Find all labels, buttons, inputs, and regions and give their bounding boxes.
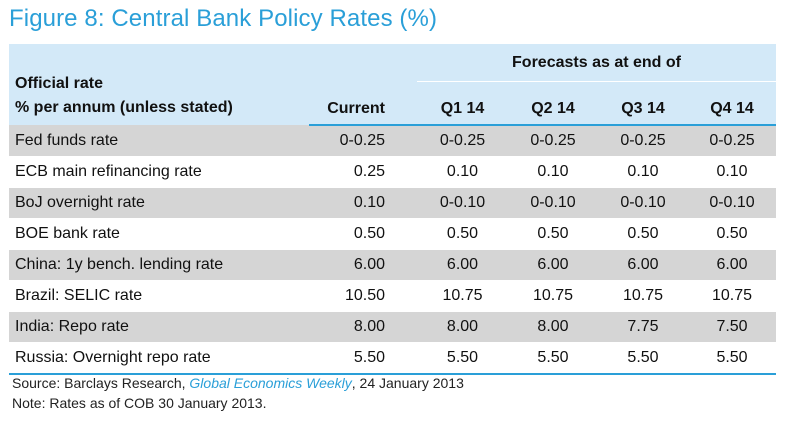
- cell-current: 0.25: [309, 156, 417, 188]
- cell-q2: 10.75: [508, 280, 598, 312]
- cell-current: 10.50: [309, 280, 417, 312]
- row-label: ECB main refinancing rate: [9, 156, 309, 188]
- cell-q4: 0.10: [688, 156, 777, 188]
- table-row: Brazil: SELIC rate 10.50 10.75 10.75 10.…: [9, 280, 777, 312]
- cell-q2: 6.00: [508, 249, 598, 281]
- col-header-q3: Q3 14: [598, 81, 688, 126]
- table-row: ECB main refinancing rate 0.25 0.10 0.10…: [9, 156, 777, 188]
- row-label: Brazil: SELIC rate: [9, 280, 309, 312]
- table-row: India: Repo rate 8.00 8.00 8.00 7.75 7.5…: [9, 311, 777, 343]
- cell-q1: 6.00: [417, 249, 508, 281]
- table-row: Russia: Overnight repo rate 5.50 5.50 5.…: [9, 342, 777, 375]
- col-header-q1: Q1 14: [417, 81, 508, 126]
- forecast-group-header: Forecasts as at end of: [417, 44, 777, 82]
- cell-q2: 0-0.25: [508, 125, 598, 157]
- source-publication-link[interactable]: Global Economics Weekly: [189, 375, 352, 391]
- cell-q1: 8.00: [417, 311, 508, 343]
- cell-q4: 0.50: [688, 218, 777, 250]
- row-label: China: 1y bench. lending rate: [9, 249, 309, 281]
- row-label: BOE bank rate: [9, 218, 309, 250]
- cell-current: 8.00: [309, 311, 417, 343]
- row-label-line2: % per annum (unless stated): [15, 99, 233, 116]
- source-prefix: Source: Barclays Research,: [12, 375, 190, 391]
- table-row: China: 1y bench. lending rate 6.00 6.00 …: [9, 249, 777, 281]
- row-label: India: Repo rate: [9, 311, 309, 343]
- source-suffix: , 24 January 2013: [351, 375, 464, 391]
- cell-q2: 0-0.10: [508, 187, 598, 219]
- cell-q3: 6.00: [598, 249, 688, 281]
- cell-q3: 10.75: [598, 280, 688, 312]
- cell-q1: 0.10: [417, 156, 508, 188]
- cell-q2: 0.50: [508, 218, 598, 250]
- header-spacer: [309, 44, 417, 82]
- header-row-group: Official rate % per annum (unless stated…: [9, 44, 777, 125]
- cell-current: 0.50: [309, 218, 417, 250]
- source-line: Source: Barclays Research, Global Econom…: [12, 375, 464, 391]
- cell-q3: 0.10: [598, 156, 688, 188]
- cell-q1: 0-0.10: [417, 187, 508, 219]
- col-header-q4: Q4 14: [688, 81, 777, 126]
- cell-q2: 8.00: [508, 311, 598, 343]
- row-label: Russia: Overnight repo rate: [9, 342, 309, 375]
- cell-q4: 5.50: [688, 342, 777, 375]
- table-row: BOE bank rate 0.50 0.50 0.50 0.50 0.50: [9, 218, 777, 250]
- cell-q2: 5.50: [508, 342, 598, 375]
- cell-q1: 0.50: [417, 218, 508, 250]
- cell-current: 5.50: [309, 342, 417, 375]
- cell-q4: 6.00: [688, 249, 777, 281]
- cell-q2: 0.10: [508, 156, 598, 188]
- row-label: Fed funds rate: [9, 125, 309, 157]
- cell-q3: 0-0.10: [598, 187, 688, 219]
- cell-q4: 0-0.25: [688, 125, 777, 157]
- cell-q1: 10.75: [417, 280, 508, 312]
- table-row: Fed funds rate 0-0.25 0-0.25 0-0.25 0-0.…: [9, 125, 777, 157]
- cell-q3: 0-0.25: [598, 125, 688, 157]
- row-label-header: Official rate % per annum (unless stated…: [9, 44, 309, 125]
- cell-current: 6.00: [309, 249, 417, 281]
- cell-q4: 0-0.10: [688, 187, 777, 219]
- cell-q3: 5.50: [598, 342, 688, 375]
- col-header-current: Current: [309, 81, 417, 126]
- cell-q3: 0.50: [598, 218, 688, 250]
- row-label-line1: Official rate: [15, 75, 104, 92]
- row-label: BoJ overnight rate: [9, 187, 309, 219]
- cell-q1: 0-0.25: [417, 125, 508, 157]
- cell-q4: 10.75: [688, 280, 777, 312]
- header-row-columns: Current Q1 14 Q2 14 Q3 14 Q4 14: [9, 81, 777, 126]
- cell-q4: 7.50: [688, 311, 777, 343]
- figure-title: Figure 8: Central Bank Policy Rates (%): [9, 5, 438, 32]
- note-line: Note: Rates as of COB 30 January 2013.: [12, 395, 267, 411]
- cell-q3: 7.75: [598, 311, 688, 343]
- cell-q1: 5.50: [417, 342, 508, 375]
- policy-rates-table: Official rate % per annum (unless stated…: [9, 44, 777, 375]
- col-header-q2: Q2 14: [508, 81, 598, 126]
- table-row: BoJ overnight rate 0.10 0-0.10 0-0.10 0-…: [9, 187, 777, 219]
- cell-current: 0-0.25: [309, 125, 417, 157]
- cell-current: 0.10: [309, 187, 417, 219]
